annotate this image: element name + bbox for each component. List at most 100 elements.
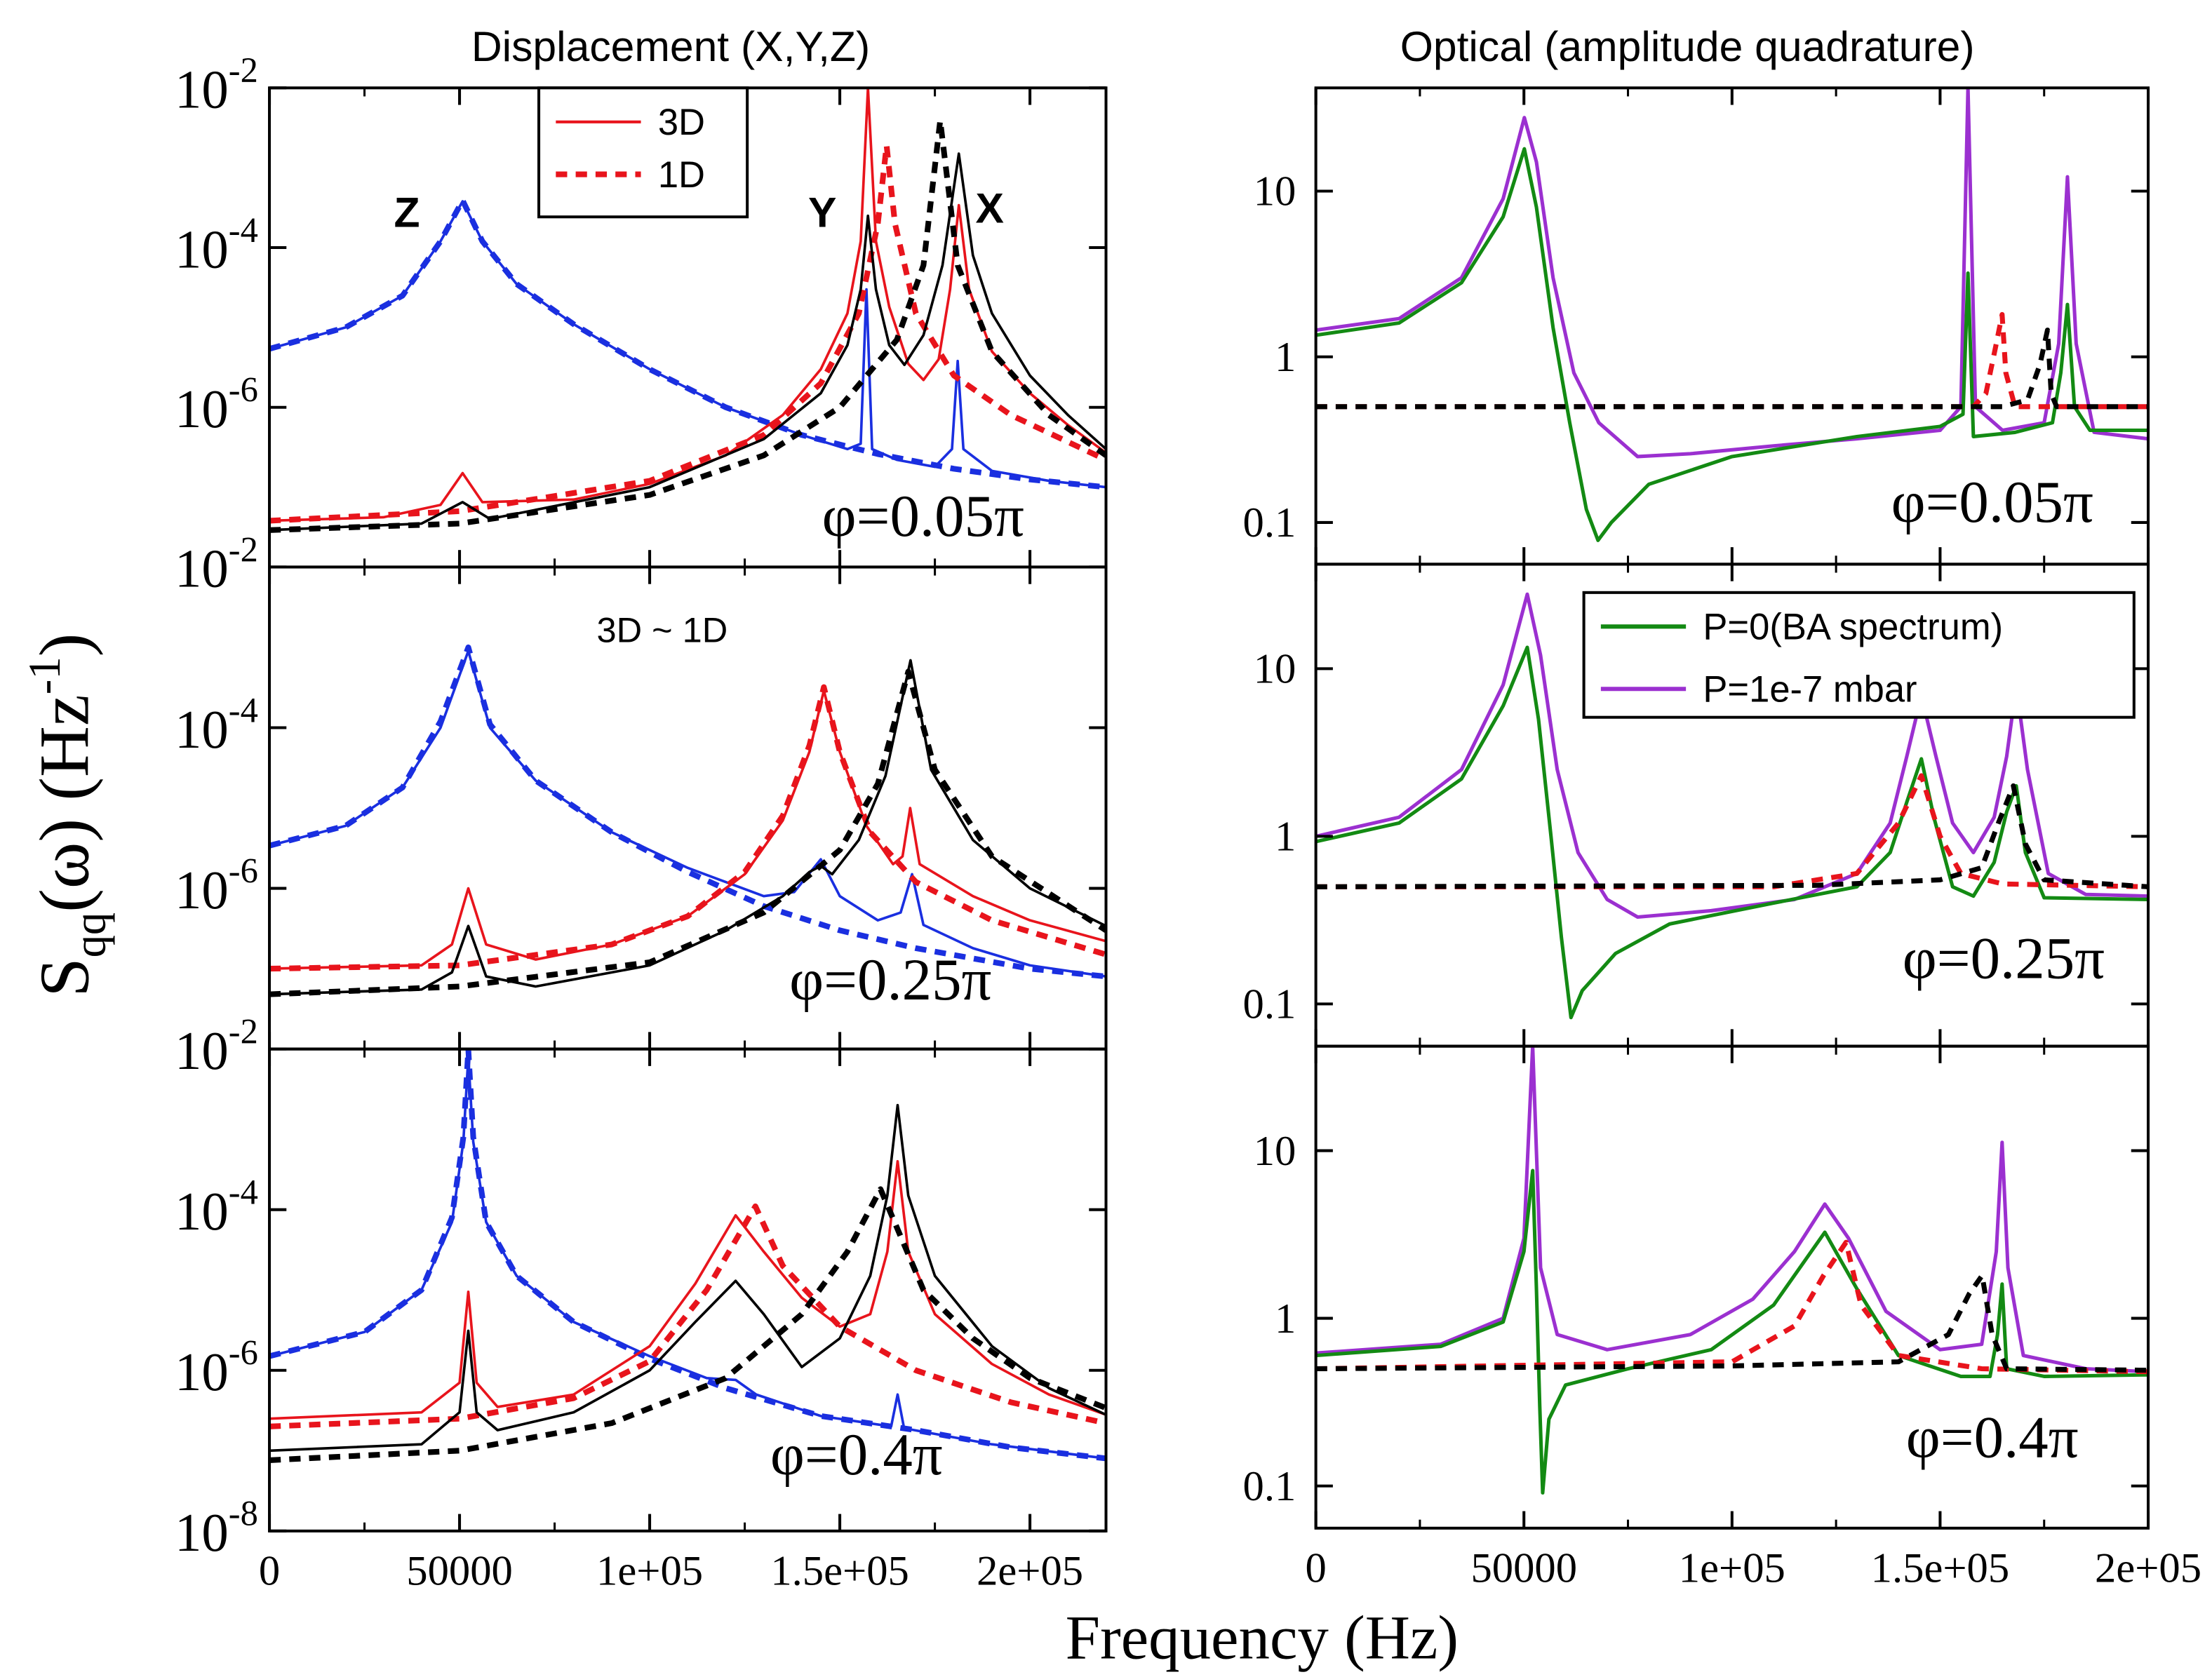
- line: [269, 1186, 1106, 1463]
- annotation: φ=0.25π: [1903, 926, 2105, 992]
- line: [1315, 645, 2149, 1020]
- y-label-sub: qq: [65, 912, 115, 958]
- y-tick-label: 10-6: [175, 851, 258, 920]
- y-tick-exponent: -6: [229, 1333, 258, 1373]
- line: [269, 152, 1106, 532]
- annotation: 3D ~ 1D: [597, 610, 728, 650]
- y-tick-base: 10: [175, 1021, 229, 1081]
- legend-box: [537, 86, 749, 219]
- y-tick-exponent: -2: [229, 1012, 258, 1051]
- line: [269, 649, 1106, 978]
- y-axis-label: Sqq(ω) (Hz-1): [19, 633, 115, 997]
- line: [269, 200, 1106, 489]
- y-tick-exponent: -6: [229, 370, 258, 410]
- line: [269, 197, 1106, 490]
- line: [1315, 1273, 2149, 1373]
- annotation: φ=0.4π: [1906, 1405, 2079, 1471]
- line: [269, 668, 1106, 997]
- y-tick-base: 10: [175, 379, 229, 439]
- x-tick-label: 2e+05: [977, 1548, 1083, 1595]
- panel-title: Optical (amplitude quadrature): [1400, 22, 1975, 70]
- y-tick-exponent: -6: [229, 851, 258, 890]
- y-tick-base: 10: [175, 220, 229, 279]
- y-tick-label: 0.1: [1243, 499, 1296, 546]
- line: [269, 644, 1106, 980]
- series-group: [269, 88, 1106, 533]
- x-tick-label: 0: [259, 1548, 280, 1595]
- y-tick-base: 10: [175, 1342, 229, 1402]
- annotation: φ=0.4π: [770, 1422, 943, 1488]
- x-tick-label: 1e+05: [596, 1548, 703, 1595]
- line: [1315, 773, 2149, 889]
- x-axis-label: Frequency (Hz): [1066, 1604, 1459, 1673]
- y-tick-base: 10: [175, 60, 229, 120]
- annotation: Y: [808, 188, 836, 236]
- y-tick-label: 10-6: [175, 1333, 258, 1402]
- y-tick-label: 10-2: [175, 50, 258, 119]
- line: [269, 1055, 1106, 1460]
- line: [269, 689, 1106, 970]
- line: [269, 1103, 1106, 1453]
- y-tick-label: 10-8: [175, 1494, 258, 1563]
- series-group: [269, 644, 1106, 997]
- y-tick-exponent: -8: [229, 1494, 258, 1533]
- line: [1315, 1168, 2149, 1495]
- series-group: [269, 1049, 1106, 1463]
- series-group: [1315, 88, 2149, 542]
- panel: 10-210-410-63D ~ 1Dφ=0.25π: [175, 530, 1108, 1051]
- annotation: Z: [394, 188, 420, 236]
- y-tick-label: 10-6: [175, 370, 258, 439]
- y-tick-base: 10: [175, 861, 229, 920]
- y-tick-label: 10: [1254, 168, 1296, 215]
- y-tick-exponent: -4: [229, 690, 258, 729]
- panel: 0 50000 1e+05 1.5e+05 2e+0510-210-410-610-8φ…: [175, 1012, 1108, 1595]
- legend-box: [1582, 591, 2136, 719]
- y-tick-exponent: -4: [229, 210, 258, 250]
- x-tick-label: 1e+05: [1679, 1545, 1785, 1592]
- series-group: [1315, 1046, 2149, 1495]
- line: [1315, 783, 2149, 889]
- line: [269, 142, 1106, 524]
- legend-label: P=0(BA spectrum): [1703, 607, 2003, 648]
- annotation: φ=0.05π: [1891, 469, 2093, 535]
- x-tick-label: 50000: [1470, 1545, 1577, 1592]
- line: [1315, 88, 2149, 459]
- panel: 0.1 1 10 Optical (amplitude quadrature) φ=0.…: [1243, 22, 2150, 566]
- panel: 0.1 1 10 φ=0.25π P=0(BA spectrum) P=1e-7 mbar: [1243, 563, 2150, 1048]
- annotation: X: [976, 184, 1004, 231]
- panel-title: Displacement (X,Y,Z): [471, 22, 870, 70]
- legend-label: 1D: [658, 154, 705, 196]
- line: [1315, 1239, 2149, 1375]
- line: [1315, 147, 2149, 542]
- line: [269, 684, 1106, 972]
- y-tick-base: 10: [175, 700, 229, 760]
- y-tick-label: 0.1: [1243, 981, 1296, 1028]
- y-label-part: S: [25, 957, 103, 997]
- y-tick-label: 1: [1275, 814, 1296, 861]
- y-label-part: ): [25, 633, 103, 657]
- line: [269, 1049, 1106, 1462]
- y-tick-label: 10-2: [175, 1012, 258, 1081]
- x-tick-label: 0: [1305, 1545, 1326, 1592]
- x-tick-label: 2e+05: [2095, 1545, 2201, 1592]
- frame: [268, 1047, 1108, 1533]
- line: [1315, 1046, 2149, 1374]
- annotation: φ=0.25π: [789, 947, 991, 1013]
- line: [1315, 328, 2149, 410]
- y-tick-label: 1: [1275, 1295, 1296, 1342]
- legend-label: P=1e-7 mbar: [1703, 668, 1917, 710]
- panel: 0 50000 1e+05 1.5e+05 2e+05 0.1 1 10 φ=0.4π: [1243, 1044, 2201, 1592]
- y-tick-label: 10-4: [175, 690, 258, 759]
- y-tick-label: 10-4: [175, 210, 258, 279]
- y-tick-exponent: -2: [229, 50, 258, 90]
- y-tick-base: 10: [175, 539, 229, 599]
- x-tick-label: 1.5e+05: [1871, 1545, 2010, 1592]
- y-tick-exponent: -4: [229, 1173, 258, 1212]
- line: [269, 117, 1106, 533]
- x-tick-label: 50000: [406, 1548, 513, 1595]
- line: [269, 1203, 1106, 1429]
- y-tick-label: 10: [1254, 1128, 1296, 1175]
